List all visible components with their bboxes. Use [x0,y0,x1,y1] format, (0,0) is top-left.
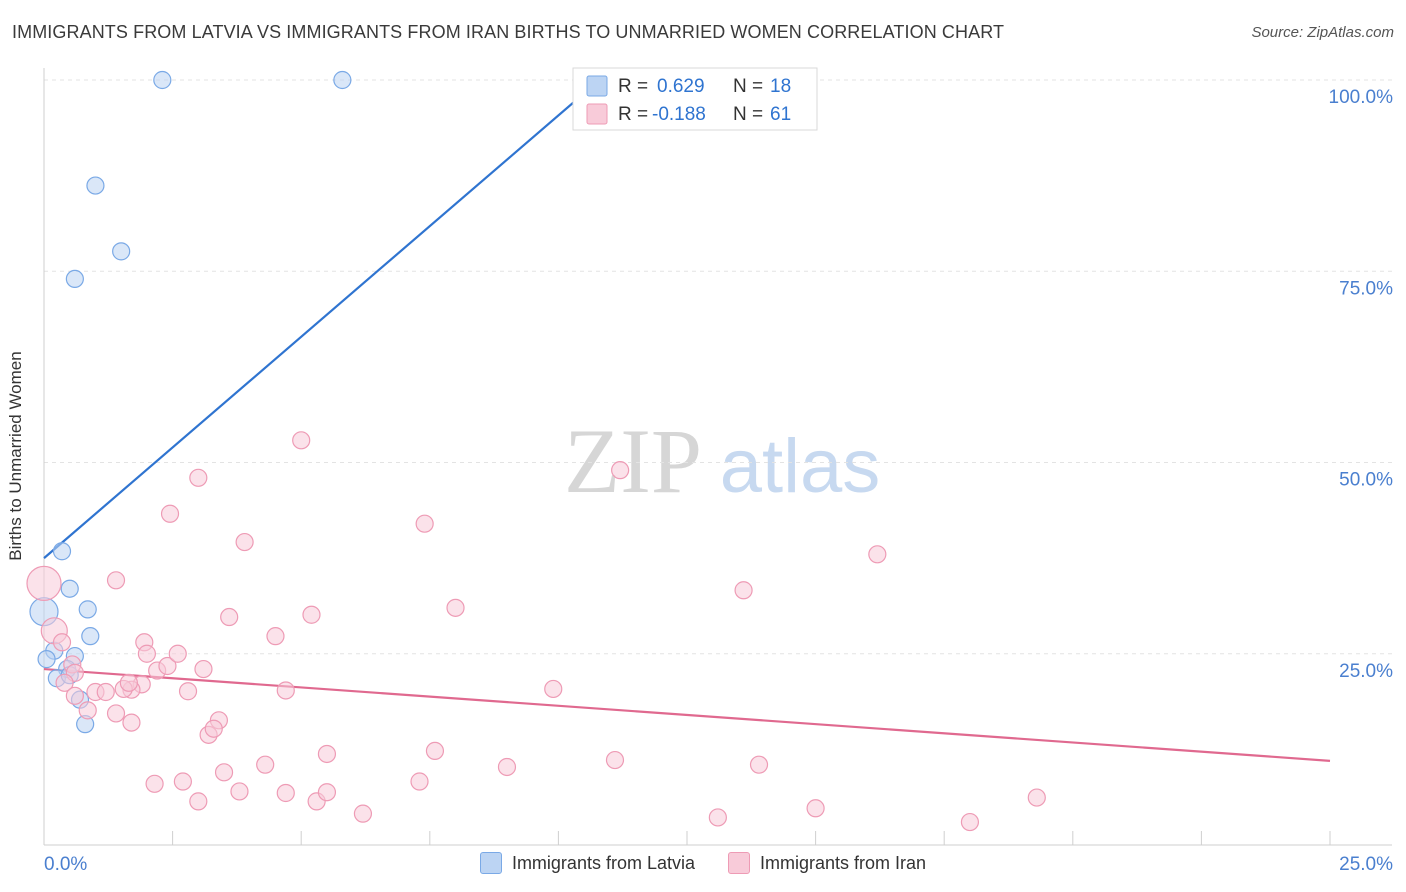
point-iran-32 [292,431,311,450]
point-iran-6 [65,686,84,705]
point-iran-56 [806,799,825,818]
point-iran-30 [266,627,285,646]
point-iran-17 [137,644,156,663]
point-iran-38 [214,763,234,782]
point-iran-33 [302,605,321,624]
point-iran-39 [230,782,249,801]
stats-n-label-latvia: N = [733,76,763,97]
stats-swatch-iran [586,103,608,125]
point-iran-23 [160,504,180,523]
point-iran-24 [194,659,213,679]
stats-n-value-iran: 61 [770,104,791,125]
point-iran-51 [611,461,630,480]
data-points [26,70,1046,832]
legend-label-latvia: Immigrants from Latvia [511,852,695,873]
legend-swatch-iran [728,852,751,874]
gridlines [44,79,1392,655]
stats-legend-box [572,67,818,131]
x-tick-label-1: 25.0% [1339,854,1393,875]
stats-n-value-latvia: 18 [770,76,791,97]
trend-lines [43,79,1331,762]
point-iran-52 [605,750,625,770]
series-iran [26,431,1046,832]
point-latvia-4 [65,269,84,288]
point-iran-59 [1027,788,1046,807]
point-iran-40 [256,755,275,774]
point-iran-35 [145,774,164,793]
y-tick-label-2: 75.0% [1339,278,1393,299]
axes [43,68,1392,846]
point-iran-20 [168,644,187,663]
series-legend: Immigrants from Latvia Immigrants from I… [0,852,1406,879]
point-latvia-7 [78,600,97,619]
watermark-zip: ZIP [564,410,702,512]
point-iran-5 [55,673,74,692]
point-iran-54 [734,581,753,600]
point-iran-2 [52,633,72,652]
point-latvia-1 [333,70,352,90]
point-iran-28 [235,532,254,552]
point-iran-31 [276,681,295,700]
point-iran-37 [189,792,208,811]
stats-r-value-latvia: 0.629 [657,76,705,97]
point-latvia-6 [60,579,79,598]
point-iran-19 [158,656,177,676]
legend-item-iran[interactable]: Immigrants from Iran [728,852,926,874]
legend-item-latvia[interactable]: Immigrants from Latvia [479,852,695,874]
watermark-atlas: atlas [720,424,881,509]
trend-line-latvia [43,79,601,559]
point-iran-21 [178,682,198,701]
point-iran-47 [415,514,434,533]
point-iran-22 [189,468,208,487]
legend-swatch-latvia [479,852,502,874]
tick-labels: 25.0% 50.0% 75.0% 100.0% 0.0% 25.0% [44,87,1393,875]
trend-line-iran [43,667,1331,762]
stats-swatch-latvia [586,75,608,97]
point-latvia-2 [86,176,105,195]
point-iran-50 [544,679,563,699]
point-iran-48 [446,598,465,617]
point-iran-43 [317,783,337,802]
point-iran-10 [106,704,126,723]
stats-n-label-iran: N = [733,104,763,125]
y-tick-label-3: 100.0% [1329,87,1394,108]
point-latvia-12 [37,650,56,669]
point-iran-36 [173,772,192,791]
point-iran-12 [106,571,126,590]
point-iran-58 [960,812,980,832]
stats-legend: R = 0.629 N = 18 R = -0.188 N = 61 [572,67,818,131]
point-iran-45 [410,772,429,791]
point-latvia-9 [81,627,100,646]
point-iran-53 [708,808,727,827]
point-iran-29 [220,607,239,627]
source-credit: Source: ZipAtlas.com [1251,24,1394,41]
point-iran-27 [204,719,223,738]
y-tick-label-1: 50.0% [1339,470,1393,491]
point-iran-9 [96,682,115,702]
stats-r-label-latvia: R = [618,76,648,97]
point-iran-41 [276,783,295,803]
point-iran-49 [497,757,517,777]
series-latvia [29,70,352,734]
point-iran-0 [26,565,62,601]
point-iran-55 [749,755,769,774]
point-iran-44 [353,804,373,823]
point-iran-46 [425,741,445,761]
point-iran-60 [119,673,138,692]
stats-r-label-iran: R = [618,104,648,125]
watermark: ZIP atlas [564,410,880,512]
point-latvia-5 [52,542,72,561]
chart-title: IMMIGRANTS FROM LATVIA VS IMMIGRANTS FRO… [12,22,1005,42]
x-tick-label-0: 0.0% [44,854,87,875]
point-iran-11 [122,713,141,732]
legend-label-iran: Immigrants from Iran [760,852,927,873]
point-iran-7 [78,701,97,720]
point-iran-57 [868,545,887,564]
y-tick-label-0: 25.0% [1339,661,1393,682]
stats-r-value-iran: -0.188 [652,104,706,125]
point-latvia-3 [112,242,131,261]
point-iran-34 [317,744,337,764]
point-latvia-0 [153,70,172,90]
